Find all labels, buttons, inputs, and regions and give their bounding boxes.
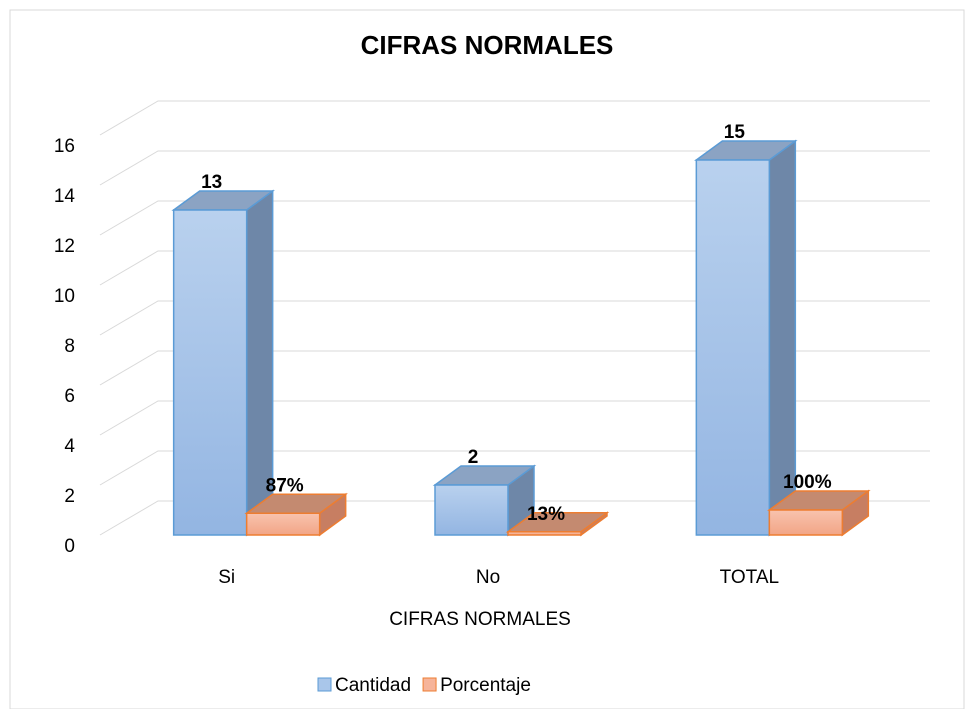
chart-border	[9, 9, 965, 710]
y-tick-label: 14	[54, 186, 76, 207]
legend-swatch	[317, 677, 332, 692]
y-tick-label: 8	[64, 336, 75, 357]
bar-face	[172, 209, 248, 536]
bar	[505, 511, 610, 537]
y-tick-label: 6	[64, 386, 75, 407]
data-label: 13%	[527, 504, 565, 525]
bar	[767, 489, 871, 537]
x-axis-title: CIFRAS NORMALES	[389, 609, 571, 630]
chart-title: CIFRAS NORMALES	[361, 30, 614, 60]
y-tick-label: 12	[54, 236, 75, 257]
legend-label: Cantidad	[335, 675, 411, 696]
y-tick-label: 10	[54, 286, 75, 307]
grid-line	[99, 250, 930, 286]
x-tick-label: TOTAL	[720, 567, 779, 588]
bar-face	[695, 159, 771, 536]
bar	[694, 139, 798, 537]
bar	[244, 492, 348, 537]
legend-swatch	[422, 677, 437, 692]
data-label: 13	[201, 172, 222, 193]
bar-face	[245, 512, 321, 536]
bar-face	[768, 509, 844, 536]
grid-line	[99, 350, 930, 386]
bar	[171, 189, 275, 537]
y-tick-label: 0	[64, 536, 75, 557]
y-tick-label: 16	[54, 136, 75, 157]
grid-line	[99, 500, 930, 536]
grid-line	[99, 100, 930, 136]
data-label: 87%	[266, 475, 304, 496]
x-tick-label: Si	[218, 567, 235, 588]
x-tick-label: No	[476, 567, 500, 588]
grid-line	[99, 400, 930, 436]
grid-line	[99, 450, 930, 486]
y-tick-label: 2	[64, 486, 75, 507]
data-label: 15	[724, 122, 746, 143]
legend-label: Porcentaje	[440, 675, 531, 696]
grid-line	[99, 300, 930, 336]
bar-face	[434, 484, 509, 536]
bar-face	[507, 531, 582, 536]
grid-line	[99, 150, 930, 186]
grid-line	[99, 200, 930, 236]
data-label: 100%	[783, 472, 832, 493]
data-label: 2	[468, 447, 479, 468]
y-tick-label: 4	[64, 436, 75, 457]
